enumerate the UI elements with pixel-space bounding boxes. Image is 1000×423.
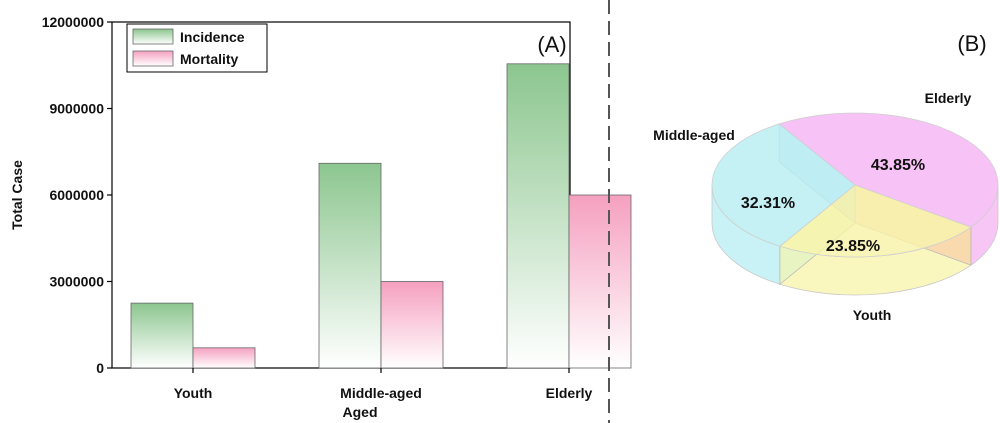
y-tick-label: 6000000 <box>49 187 104 203</box>
pie-slice-middle-aged <box>711 123 856 247</box>
pie-category-label-middle-aged: Middle-aged <box>653 127 735 143</box>
legend-label-mortality: Mortality <box>180 51 239 67</box>
bar-mortality-0 <box>192 347 256 369</box>
bar-mortality-2 <box>568 194 632 369</box>
y-tick-label: 0 <box>96 360 104 376</box>
panel-label-b: (B) <box>957 31 986 56</box>
y-tick-label: 12000000 <box>42 14 105 30</box>
pie-value-label-youth: 23.85% <box>826 238 880 255</box>
y-tick-label: 3000000 <box>49 274 104 290</box>
pie-value-label-elderly: 43.85% <box>871 157 925 174</box>
pie-category-label-youth: Youth <box>853 307 892 323</box>
y-axis-title: Total Case <box>9 160 25 230</box>
x-tick-label: Middle-aged Aged <box>340 385 422 420</box>
x-tick-label: Youth <box>174 385 213 401</box>
pie-slice-youth <box>779 184 972 258</box>
bar-mortality-1 <box>380 281 444 369</box>
y-axis-ticks: 0 3000000 6000000 9000000 12000000 <box>42 14 112 376</box>
x-axis-labels: Youth Middle-aged Aged Elderly <box>174 368 593 420</box>
bar-incidence-0 <box>130 302 194 369</box>
legend: Incidence Mortality <box>126 23 268 73</box>
panel-label-a: (A) <box>537 32 566 57</box>
legend-swatch-mortality <box>132 50 174 67</box>
pie-value-label-middle-aged: 32.31% <box>741 195 795 212</box>
legend-swatch-incidence <box>132 28 174 45</box>
pie-slices <box>711 112 999 258</box>
y-tick-label: 9000000 <box>49 101 104 117</box>
pie-category-label-elderly: Elderly <box>925 90 972 106</box>
bar-incidence-2 <box>506 63 570 369</box>
bar-chart-panel: 0 3000000 6000000 9000000 12000000 Youth Midd… <box>9 14 632 420</box>
bar-incidence-1 <box>318 162 382 369</box>
pie-slice-elderly <box>778 112 999 228</box>
pie-labels: 43.85% Elderly 23.85% Youth 32.31% Middle-age… <box>653 90 971 323</box>
x-tick-label: Elderly <box>546 385 593 401</box>
legend-label-incidence: Incidence <box>180 29 245 45</box>
pie-chart-panel: (B) 43.85% Elderly 23.85% Youth 32.31% Middle… <box>653 31 999 323</box>
bars <box>130 63 632 369</box>
